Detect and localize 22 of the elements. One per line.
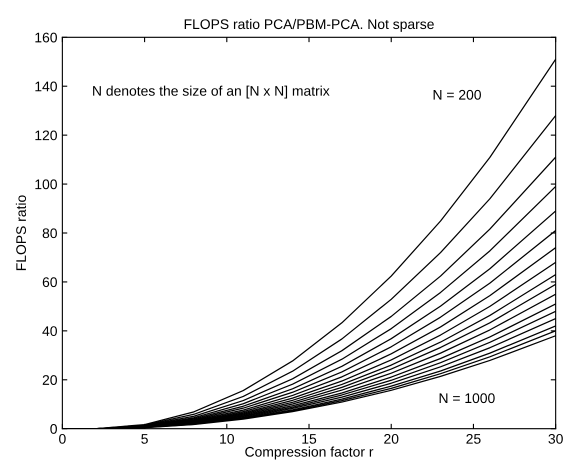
chart-title: FLOPS ratio PCA/PBM-PCA. Not sparse bbox=[184, 18, 434, 32]
y-tick-label: 60 bbox=[42, 277, 57, 288]
y-tick-label: 40 bbox=[42, 326, 57, 336]
annotation: N = 200 bbox=[434, 90, 481, 100]
x-tick-label: 0 bbox=[59, 434, 66, 444]
x-tick-label: 30 bbox=[548, 434, 563, 444]
y-tick-label: 80 bbox=[42, 228, 57, 238]
y-tick-label: 140 bbox=[35, 82, 57, 92]
y-axis-title: FLOPS ratio bbox=[16, 195, 26, 270]
y-tick-label: 120 bbox=[35, 130, 57, 140]
y-tick-label: 100 bbox=[35, 179, 57, 190]
x-tick-label: 25 bbox=[466, 434, 481, 444]
x-tick-label: 10 bbox=[220, 434, 234, 444]
y-tick-label: 20 bbox=[42, 375, 57, 385]
x-tick-label: 5 bbox=[141, 434, 148, 444]
x-axis-title: Compression factor r bbox=[245, 446, 374, 460]
y-tick-label: 160 bbox=[35, 32, 57, 42]
annotation: N denotes the size of an [N x N] matrix bbox=[93, 86, 330, 99]
x-tick-label: 20 bbox=[384, 434, 398, 444]
x-tick-label: 15 bbox=[302, 434, 316, 444]
annotation: N = 1000 bbox=[440, 393, 495, 404]
y-tick-label: 0 bbox=[50, 424, 57, 434]
